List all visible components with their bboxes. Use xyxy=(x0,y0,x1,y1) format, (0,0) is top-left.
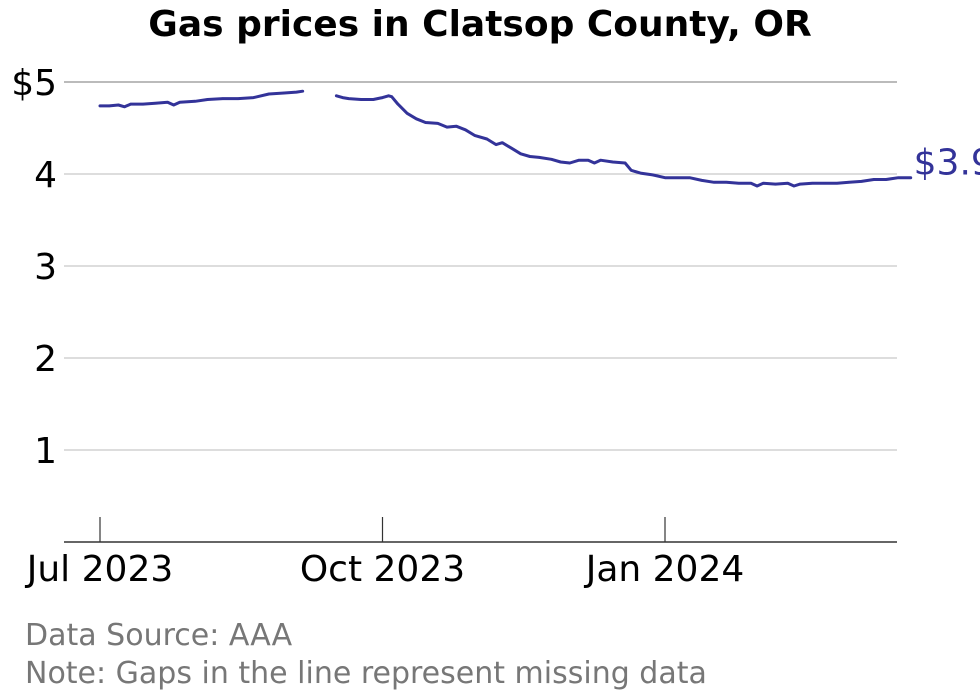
data-point-2-2 xyxy=(341,96,344,99)
data-point-2-6 xyxy=(381,96,384,99)
y-tick-label-5: $5 xyxy=(11,63,57,104)
x-tick-label-2: Jan 2024 xyxy=(584,549,745,590)
data-point-1-12 xyxy=(206,98,209,101)
data-point-2-44 xyxy=(749,182,753,185)
missing-data-note: Note: Gaps in the line represent missing… xyxy=(25,656,707,691)
data-point-2-20 xyxy=(501,141,504,144)
data-point-2-34 xyxy=(630,169,633,172)
data-point-1-13 xyxy=(221,97,224,100)
data-point-2-33 xyxy=(623,161,627,165)
data-point-2-58 xyxy=(897,176,900,179)
x-tick-label-0: Jul 2023 xyxy=(25,549,174,590)
data-point-2-39 xyxy=(688,176,691,179)
data-point-2-45 xyxy=(755,184,759,188)
data-point-1-14 xyxy=(237,97,240,100)
data-point-2-54 xyxy=(848,181,851,184)
data-point-1-5 xyxy=(129,102,132,106)
data-point-2-36 xyxy=(651,173,654,177)
data-point-2-22 xyxy=(519,152,522,155)
data-point-2-23 xyxy=(528,155,532,158)
chart-title: Gas prices in Clatsop County, OR xyxy=(148,4,812,45)
data-point-2-26 xyxy=(559,160,562,164)
data-point-2-48 xyxy=(786,182,789,185)
data-point-2-43 xyxy=(737,182,740,185)
data-point-2-13 xyxy=(436,122,439,125)
data-point-1-8 xyxy=(166,101,169,104)
data-point-2-8 xyxy=(390,95,393,98)
data-point-2-10 xyxy=(405,112,409,115)
data-point-2-41 xyxy=(712,181,716,184)
labels: 1 2 3 4 $5 Jul 2023 Oct 2023 Jan 2024 $3.95 xyxy=(11,63,980,590)
price-series xyxy=(98,89,913,188)
data-point-2-27 xyxy=(568,161,571,165)
data-source-note: Data Source: AAA xyxy=(25,618,293,653)
data-point-2-17 xyxy=(473,134,476,137)
price-line-segment-2 xyxy=(334,94,913,188)
data-point-2-11 xyxy=(415,117,418,121)
data-point-1-9 xyxy=(172,103,175,107)
data-point-1-15 xyxy=(252,96,255,99)
data-point-1-11 xyxy=(194,100,197,103)
data-point-2-18 xyxy=(485,137,489,141)
data-point-1-3 xyxy=(117,103,120,107)
data-point-2-30 xyxy=(593,161,596,165)
end-value-label: $3.95 xyxy=(914,143,980,184)
data-point-2-24 xyxy=(537,156,541,159)
data-point-2-5 xyxy=(372,98,375,101)
data-point-2-47 xyxy=(774,182,777,186)
data-point-2-35 xyxy=(639,171,642,175)
data-point-2-16 xyxy=(464,128,467,131)
data-point-2-56 xyxy=(872,178,875,181)
data-point-1-10 xyxy=(178,101,181,104)
data-point-2-42 xyxy=(725,181,728,184)
data-point-2-59 xyxy=(909,176,912,179)
data-point-2-7 xyxy=(387,94,390,98)
data-point-2-3 xyxy=(347,97,350,100)
x-tick-label-1: Oct 2023 xyxy=(300,549,465,590)
data-point-1-19 xyxy=(301,90,304,93)
data-point-2-53 xyxy=(835,182,839,185)
y-tick-label-1: 1 xyxy=(34,431,57,472)
y-tick-label-3: 3 xyxy=(34,247,57,288)
data-point-2-21 xyxy=(510,147,513,150)
data-point-2-49 xyxy=(792,184,796,188)
data-point-1-16 xyxy=(267,92,271,96)
data-point-2-29 xyxy=(587,159,590,162)
data-point-2-1 xyxy=(335,94,338,98)
data-point-2-25 xyxy=(550,158,553,161)
data-point-2-32 xyxy=(611,160,614,164)
line-chart: 1 2 3 4 $5 Jul 2023 Oct 2023 Jan 2024 $3.95 xyxy=(11,63,980,590)
data-point-2-15 xyxy=(455,125,458,128)
data-point-2-40 xyxy=(700,179,703,182)
data-point-2-19 xyxy=(494,143,498,146)
data-point-2-14 xyxy=(445,125,449,129)
data-point-2-4 xyxy=(359,98,363,101)
y-tick-label-4: 4 xyxy=(34,155,57,196)
data-point-1-7 xyxy=(154,102,157,105)
y-tick-label-2: 2 xyxy=(34,339,57,380)
data-point-2-51 xyxy=(811,182,814,185)
data-point-1-17 xyxy=(283,91,286,95)
data-point-2-28 xyxy=(577,159,581,162)
data-point-1-1 xyxy=(98,104,102,108)
data-point-1-2 xyxy=(108,104,111,108)
axes xyxy=(64,517,897,543)
gridlines xyxy=(64,81,897,451)
data-point-1-6 xyxy=(141,102,145,106)
data-point-1-18 xyxy=(295,90,298,94)
data-point-1-4 xyxy=(123,105,126,109)
data-point-2-57 xyxy=(884,178,888,181)
data-point-2-50 xyxy=(798,182,802,186)
data-point-2-52 xyxy=(823,182,826,185)
data-point-2-37 xyxy=(663,176,667,179)
data-point-2-46 xyxy=(762,182,765,185)
data-point-2-38 xyxy=(676,176,679,179)
data-point-2-9 xyxy=(396,102,400,106)
data-point-2-31 xyxy=(599,159,602,162)
data-point-2-12 xyxy=(424,121,427,124)
data-point-2-55 xyxy=(860,180,863,183)
